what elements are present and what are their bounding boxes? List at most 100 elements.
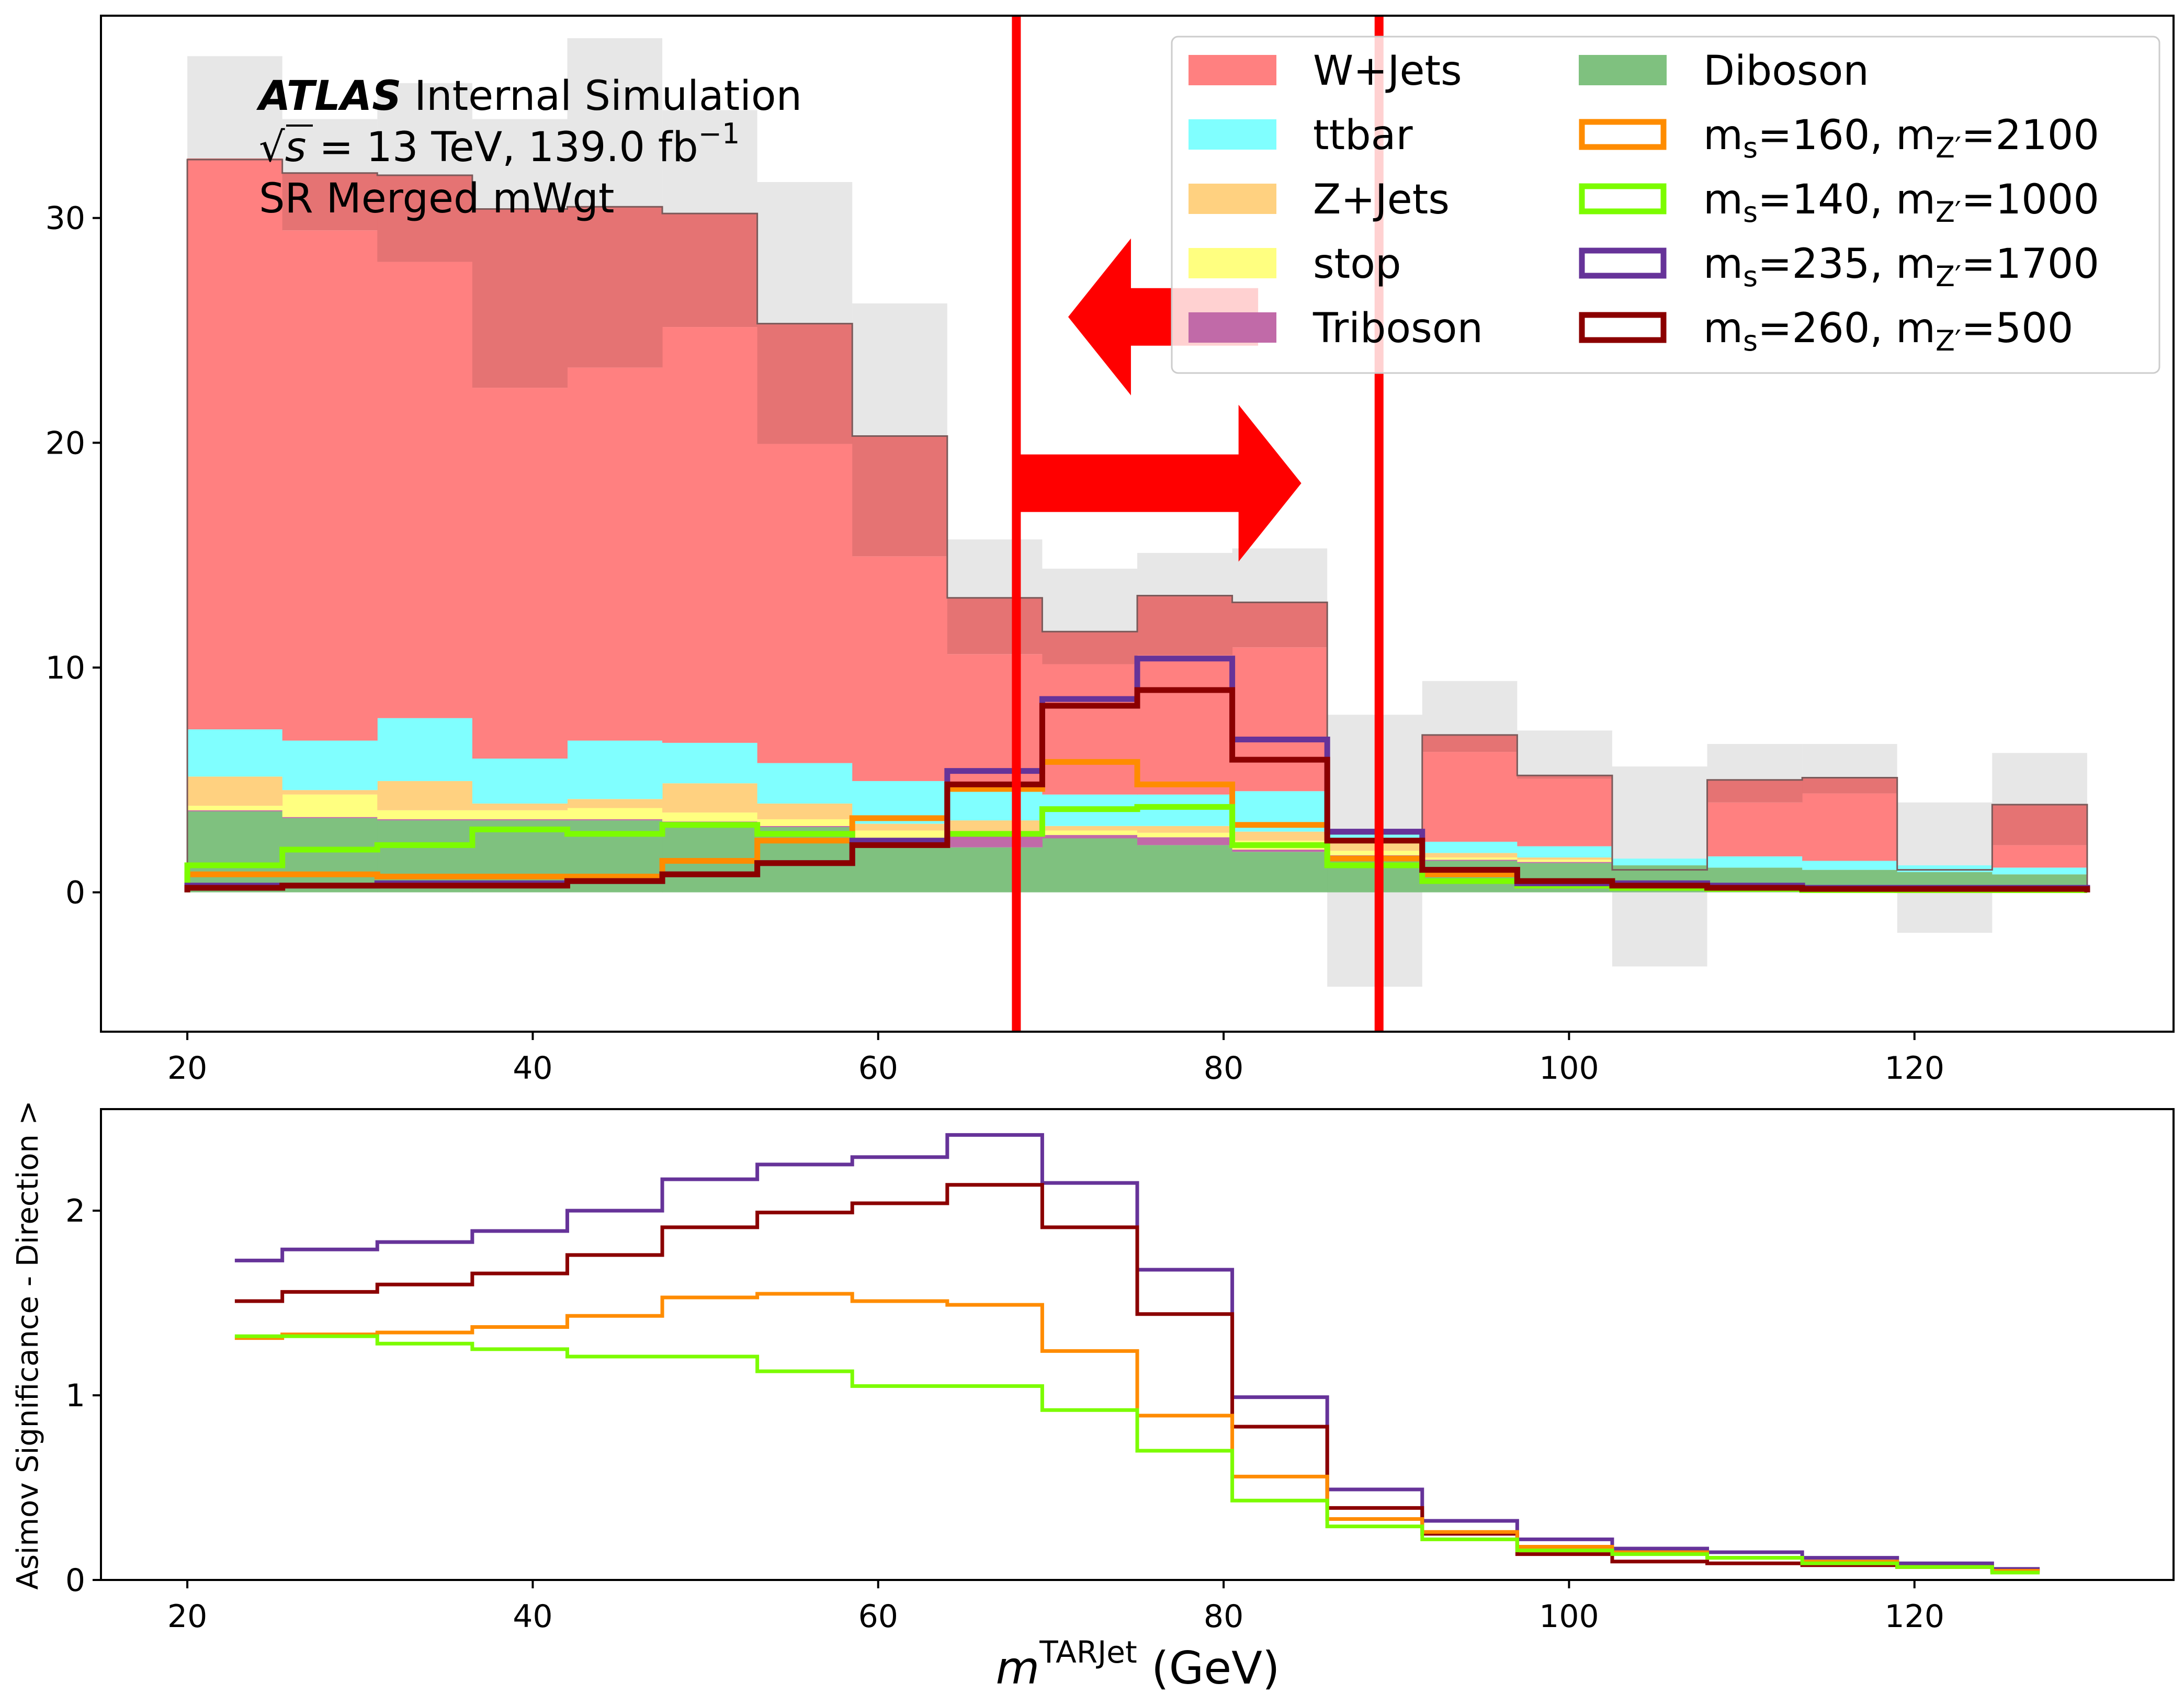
signal-histograms [184, 656, 2090, 893]
x-tick-label-20: 20 [167, 1050, 207, 1087]
stack-triboson-bin-1 [282, 817, 378, 818]
arrow-right [1016, 404, 1302, 562]
stack-triboson-bin-11 [1232, 849, 1328, 852]
stack-diboson-bin-2 [377, 820, 473, 893]
background-stack [187, 158, 2088, 893]
x-label-sup: TARJet [1039, 1634, 1137, 1670]
stack-w-jets-bin-8 [947, 654, 1043, 785]
stack-ttbar-bin-18 [1897, 865, 1993, 872]
x-tick-label-40: 40 [513, 1598, 552, 1635]
stack-z-jets-bin-3 [472, 803, 568, 810]
stack-diboson-bin-9 [1042, 838, 1138, 893]
stack-ttbar-bin-13 [1422, 841, 1518, 853]
stack-z-jets-bin-14 [1517, 857, 1613, 860]
s-symbol: s [285, 124, 307, 171]
stack-w-jets-bin-5 [662, 327, 758, 743]
stack-z-jets-bin-0 [187, 776, 283, 806]
total-excess-bin-8 [947, 597, 1043, 654]
legend-label-right-2: ms=140, mZ′=1000 [1703, 176, 2099, 229]
legend-swatch-left-1 [1189, 119, 1276, 150]
stack-z-jets-bin-4 [567, 799, 663, 808]
stack-ttbar-bin-3 [472, 758, 568, 804]
energy-lumi: = 13 TeV, 139.0 fb [306, 124, 698, 171]
stack-stop-bin-0 [187, 806, 283, 810]
atlas-line-2: √s = 13 TeV, 139.0 fb−1 [259, 117, 740, 171]
y-tick-label-30: 30 [46, 200, 85, 237]
sqrt-symbol: √ [259, 124, 285, 171]
stack-diboson-bin-3 [472, 820, 568, 893]
legend-right-column: Diboson ms=160, mZ′=2100 ms=140, mZ′=1000 m… [1579, 48, 2099, 357]
atlas-line-1: ATLAS Internal Simulation [256, 73, 802, 120]
legend: W+Jets ttbar Z+Jets stop Triboson Diboson ms=… [1171, 36, 2160, 374]
stack-stop-bin-14 [1517, 860, 1613, 862]
y-tick-label-10: 10 [46, 650, 85, 686]
stack-w-jets-bin-14 [1517, 778, 1613, 846]
stack-diboson-bin-8 [947, 847, 1043, 893]
atlas-internal: Internal Simulation [401, 73, 802, 120]
stack-ttbar-bin-4 [567, 740, 663, 799]
stack-diboson-bin-6 [757, 827, 853, 893]
stack-z-jets-bin-5 [662, 783, 758, 813]
x-tick-label-120: 120 [1884, 1598, 1944, 1635]
x-tick-label-20: 20 [167, 1598, 207, 1635]
total-excess-bin-2 [377, 175, 473, 262]
stack-w-jets-bin-4 [567, 367, 663, 741]
total-excess-bin-10 [1137, 595, 1233, 656]
stack-stop-bin-4 [567, 808, 663, 819]
bottom-axes-frame [100, 1108, 2175, 1581]
legend-label-left-0: W+Jets [1313, 48, 1462, 95]
lumi-exponent: −1 [698, 117, 740, 150]
x-tick-label-40: 40 [513, 1050, 552, 1087]
x-tick-label-100: 100 [1539, 1050, 1599, 1087]
total-excess-bin-11 [1232, 602, 1328, 648]
atlas-bold: ATLAS [256, 73, 401, 120]
x-tick-label-60: 60 [858, 1598, 898, 1635]
legend-left-column: W+Jets ttbar Z+Jets stop Triboson [1189, 48, 1483, 352]
x-tick-label-120: 120 [1884, 1050, 1944, 1087]
legend-swatch-left-4 [1189, 312, 1276, 343]
arrow-left [1068, 238, 1259, 396]
total-excess-bin-14 [1517, 775, 1613, 779]
top-plot-area [184, 16, 2090, 1032]
stack-ttbar-bin-5 [662, 742, 758, 784]
legend-swatch-right-2 [1579, 183, 1667, 214]
stack-triboson-bin-13 [1422, 860, 1518, 861]
y-tick-label-2: 2 [65, 1193, 85, 1229]
total-excess-bin-9 [1042, 631, 1138, 664]
stack-ttbar-bin-15 [1612, 859, 1708, 866]
x-tick-label-80: 80 [1204, 1050, 1243, 1087]
stack-z-jets-bin-9 [1042, 826, 1138, 831]
stack-w-jets-bin-10 [1137, 655, 1233, 795]
stack-triboson-bin-9 [1042, 835, 1138, 839]
stack-z-jets-bin-11 [1232, 831, 1328, 841]
bottom-x-ticks: 20 40 60 80 100 120 [167, 1580, 1944, 1635]
top-axes-frame [100, 15, 2175, 1033]
total-excess-bin-7 [852, 436, 948, 557]
stack-triboson-bin-10 [1137, 837, 1233, 845]
stack-z-jets-bin-6 [757, 803, 853, 819]
legend-label-left-1: ttbar [1313, 112, 1413, 159]
stack-triboson-bin-2 [377, 819, 473, 821]
stack-stop-bin-6 [757, 819, 853, 826]
stack-diboson-bin-1 [282, 818, 378, 893]
stack-triboson-bin-4 [567, 819, 663, 821]
legend-label-right-0: Diboson [1703, 48, 1869, 95]
cut-arrows [1016, 238, 1302, 562]
stack-triboson-bin-3 [472, 819, 568, 821]
stack-stop-bin-1 [282, 794, 378, 817]
x-axis-label: mTARJet (GeV) [995, 1634, 1280, 1695]
total-excess-bin-17 [1802, 777, 1898, 794]
y-tick-label-0: 0 [65, 875, 85, 911]
stack-w-jets-bin-6 [757, 444, 853, 763]
stack-stop-bin-3 [472, 810, 568, 819]
x-tick-label-80: 80 [1204, 1598, 1243, 1635]
stack-w-jets-bin-7 [852, 556, 948, 781]
stack-z-jets-bin-10 [1137, 826, 1233, 833]
legend-swatch-right-0 [1579, 55, 1667, 85]
stack-ttbar-bin-17 [1802, 861, 1898, 870]
legend-swatch-left-3 [1189, 248, 1276, 278]
atlas-label: ATLAS Internal Simulation √s = 13 TeV, 1… [256, 73, 802, 222]
region-label: SR Merged mWgt [259, 175, 615, 222]
stack-triboson-bin-8 [947, 836, 1043, 848]
